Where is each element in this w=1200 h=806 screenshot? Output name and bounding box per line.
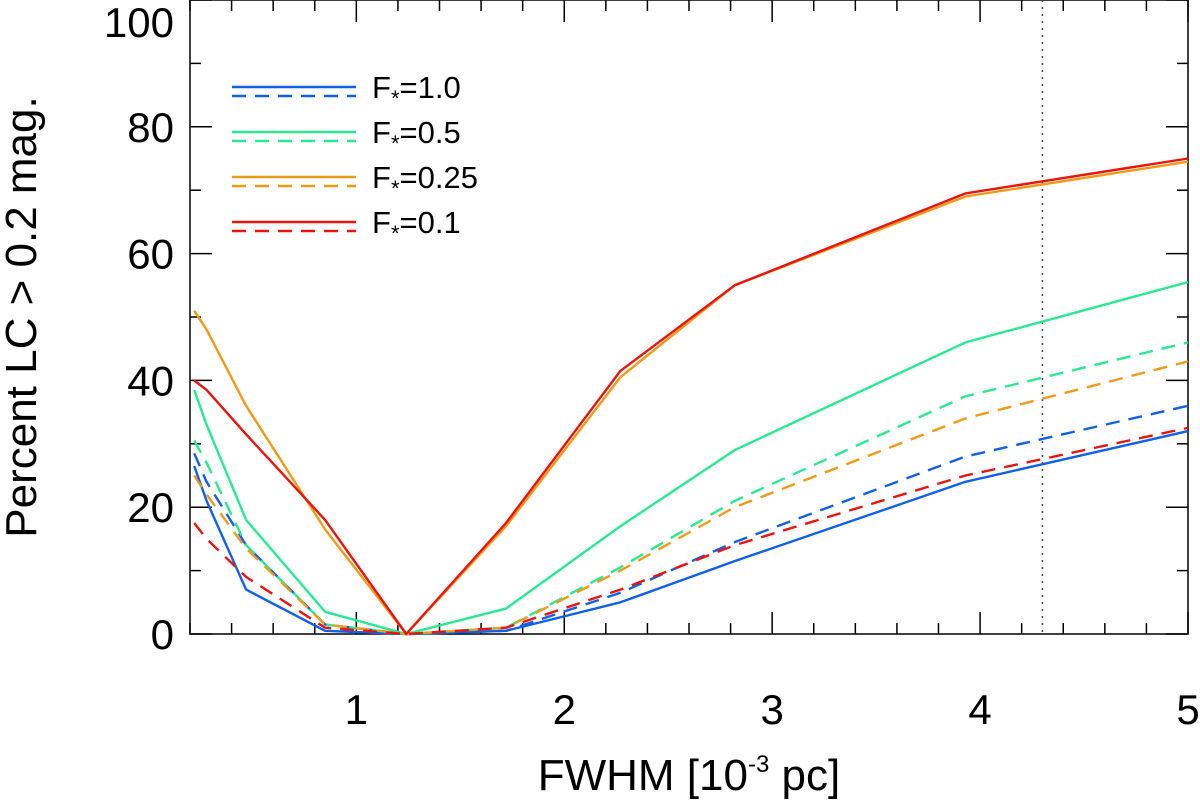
y-tick-label: 0 bbox=[151, 611, 174, 658]
x-axis-title-exponent: -3 bbox=[748, 751, 769, 778]
legend-label-value: =0.5 bbox=[400, 115, 461, 150]
x-tick-label: 2 bbox=[553, 686, 576, 733]
y-tick-label: 20 bbox=[127, 484, 174, 531]
legend-label-sub: * bbox=[391, 176, 400, 201]
series-line bbox=[193, 404, 1189, 636]
legend-label: F*=0.1 bbox=[372, 205, 461, 246]
legend-label-value: =1.0 bbox=[400, 70, 461, 105]
legend-label-sub: * bbox=[391, 86, 400, 111]
series-line bbox=[193, 280, 1189, 636]
x-axis-title-suffix: pc] bbox=[769, 751, 840, 800]
series-line bbox=[193, 160, 1189, 636]
y-tick-label: 100 bbox=[104, 0, 174, 46]
legend-label: F*=0.25 bbox=[372, 160, 478, 201]
x-tick-label: 4 bbox=[968, 686, 991, 733]
series-line bbox=[193, 426, 1189, 636]
legend-label: F*=1.0 bbox=[372, 70, 461, 111]
legend-label-f: F bbox=[372, 70, 391, 105]
y-tick-label: 40 bbox=[127, 357, 174, 404]
tick-labels: 1 2 3 4 5 0 20 40 60 80 100 bbox=[104, 0, 1200, 733]
legend: F*=1.0F*=0.5F*=0.25F*=0.1 bbox=[232, 70, 478, 246]
x-tick-label: 5 bbox=[1176, 686, 1199, 733]
legend-label: F*=0.5 bbox=[372, 115, 461, 156]
y-tick-label: 60 bbox=[127, 231, 174, 278]
legend-label-f: F bbox=[372, 115, 391, 150]
legend-label-f: F bbox=[372, 160, 391, 195]
x-axis-title: FWHM [10-3 pc] bbox=[538, 751, 841, 800]
data-series bbox=[193, 157, 1189, 636]
series-line bbox=[193, 360, 1189, 636]
legend-label-value: =0.1 bbox=[400, 205, 461, 240]
series-line bbox=[193, 157, 1189, 636]
legend-label-sub: * bbox=[391, 131, 400, 156]
x-axis-title-main: FWHM [10 bbox=[538, 751, 748, 800]
y-tick-label: 80 bbox=[127, 104, 174, 151]
x-tick-label: 3 bbox=[760, 686, 783, 733]
series-line bbox=[193, 341, 1189, 636]
legend-label-sub: * bbox=[391, 221, 400, 246]
legend-label-f: F bbox=[372, 205, 391, 240]
x-tick-label: 1 bbox=[345, 686, 368, 733]
legend-label-value: =0.25 bbox=[400, 160, 478, 195]
y-axis-title: Percent LC > 0.2 mag. bbox=[0, 96, 46, 537]
